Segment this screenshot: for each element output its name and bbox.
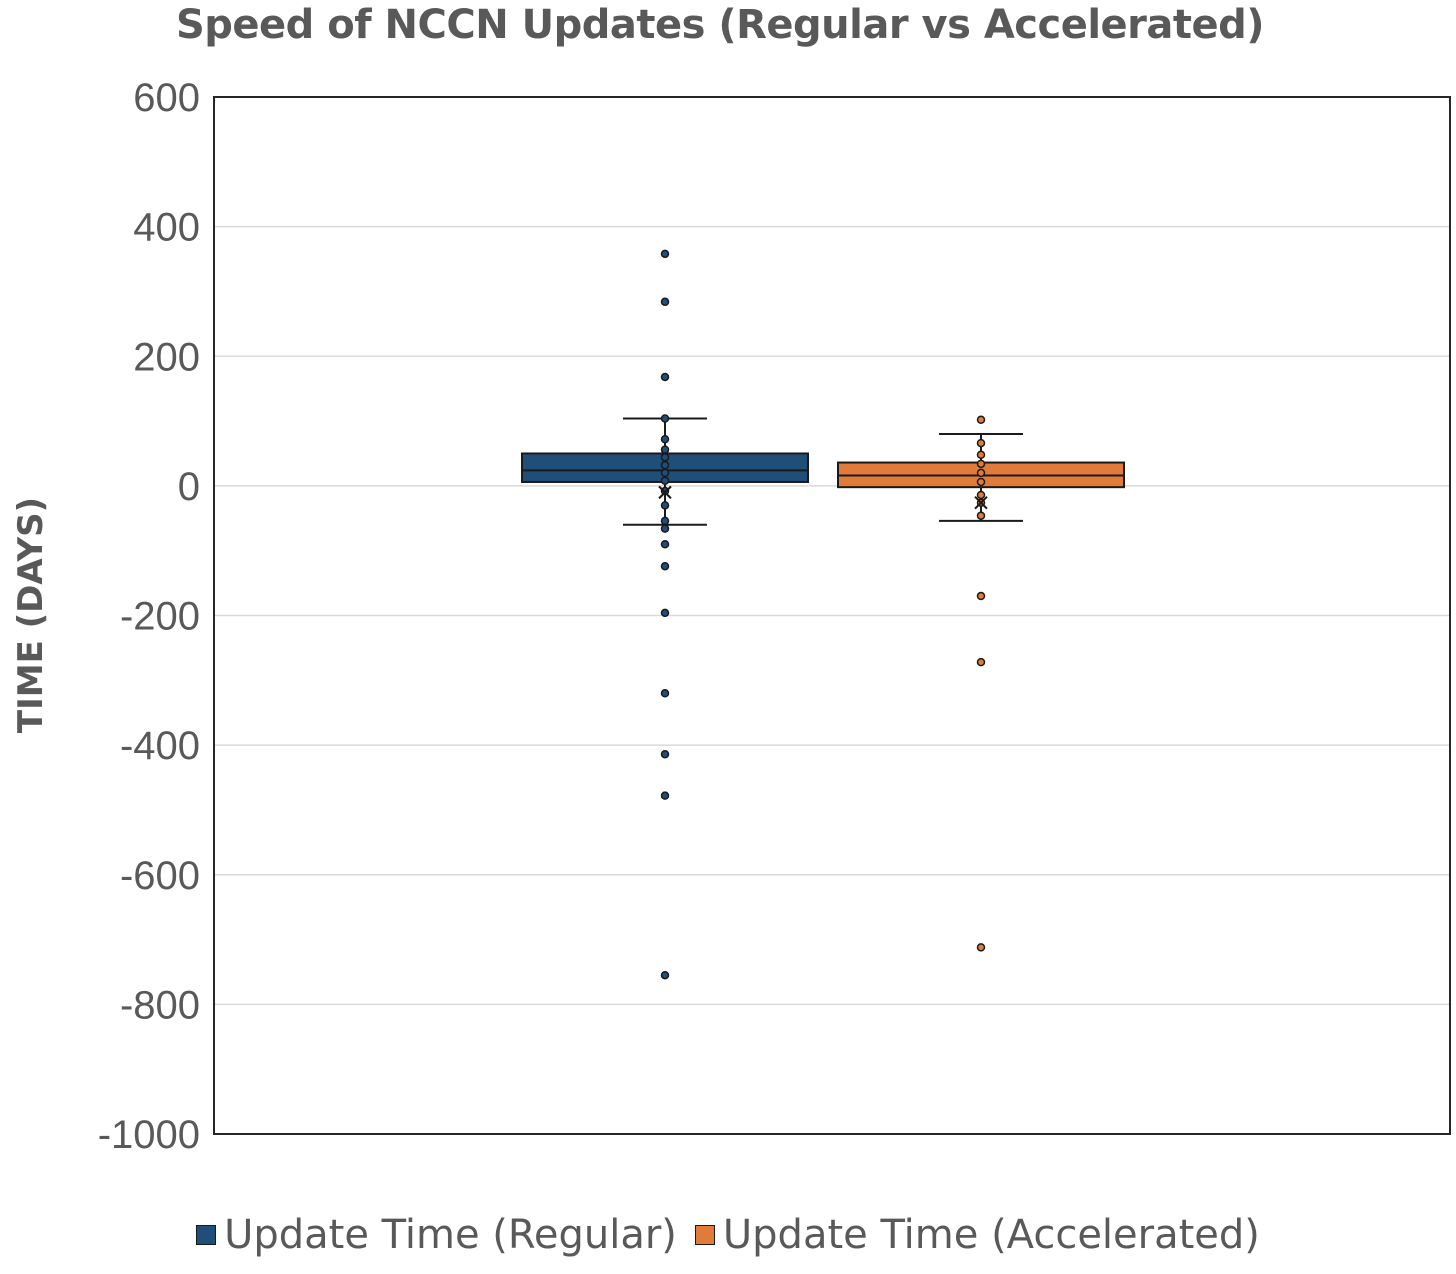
data-point xyxy=(660,689,670,698)
data-point xyxy=(976,511,986,520)
y-tick-label: -1000 xyxy=(98,1113,200,1157)
legend-item-regular: Update Time (Regular) xyxy=(196,1212,677,1258)
data-point xyxy=(976,477,986,487)
data-point xyxy=(976,657,986,667)
data-point xyxy=(660,516,670,526)
data-point xyxy=(660,468,670,478)
y-axis-title: TIME (DAYS) xyxy=(11,497,51,733)
data-point xyxy=(660,414,670,423)
legend: Update Time (Regular) Update Time (Accel… xyxy=(0,1212,1456,1258)
data-point xyxy=(976,943,986,952)
data-point xyxy=(660,460,670,470)
data-point xyxy=(660,791,670,800)
legend-swatch-accelerated xyxy=(694,1225,715,1245)
y-axis-ticks: 600 400 200 0 -200 -400 -600 -800 -1000 xyxy=(98,76,200,1157)
data-point xyxy=(976,459,986,469)
data-point xyxy=(976,415,986,425)
y-tick-label: 0 xyxy=(178,465,200,509)
box-series-0 xyxy=(521,249,809,980)
data-point xyxy=(660,970,670,980)
data-point xyxy=(976,468,986,478)
data-point xyxy=(660,297,670,307)
data-point xyxy=(660,501,670,510)
data-point xyxy=(660,453,670,462)
data-point xyxy=(660,249,670,259)
data-point xyxy=(660,434,670,444)
data-point xyxy=(660,524,670,533)
box-plot-chart: 600 400 200 0 -200 -400 -600 -800 -1000 TIME (DA… xyxy=(11,76,1451,1157)
data-point xyxy=(660,608,670,618)
legend-label-regular: Update Time (Regular) xyxy=(224,1212,677,1258)
data-point xyxy=(976,591,986,601)
box-series xyxy=(521,249,1125,980)
data-point xyxy=(976,490,986,500)
y-tick-label: 400 xyxy=(133,206,200,250)
plot-area-border xyxy=(213,96,1451,1135)
data-point xyxy=(976,450,986,460)
box-series-1 xyxy=(837,415,1125,952)
chart-title: Speed of NCCN Updates (Regular vs Accele… xyxy=(175,2,1265,48)
y-tick-label: -800 xyxy=(120,983,200,1027)
legend-label-accelerated: Update Time (Accelerated) xyxy=(722,1212,1260,1258)
legend-item-accelerated: Update Time (Accelerated) xyxy=(694,1212,1260,1258)
y-tick-label: -600 xyxy=(120,854,200,898)
y-tick-label: -400 xyxy=(120,724,200,768)
y-tick-label: 200 xyxy=(133,335,200,379)
data-point xyxy=(660,561,670,571)
mean-marker xyxy=(974,496,988,510)
data-point xyxy=(660,476,670,485)
data-point xyxy=(660,445,670,454)
mean-marker xyxy=(658,485,672,500)
y-tick-label: -200 xyxy=(120,595,200,639)
data-point xyxy=(660,372,670,382)
data-point xyxy=(976,438,986,448)
gridlines xyxy=(214,225,1450,1006)
data-point xyxy=(660,539,670,549)
y-tick-label: 600 xyxy=(133,76,200,120)
legend-swatch-regular xyxy=(196,1225,217,1245)
data-point xyxy=(660,749,670,759)
